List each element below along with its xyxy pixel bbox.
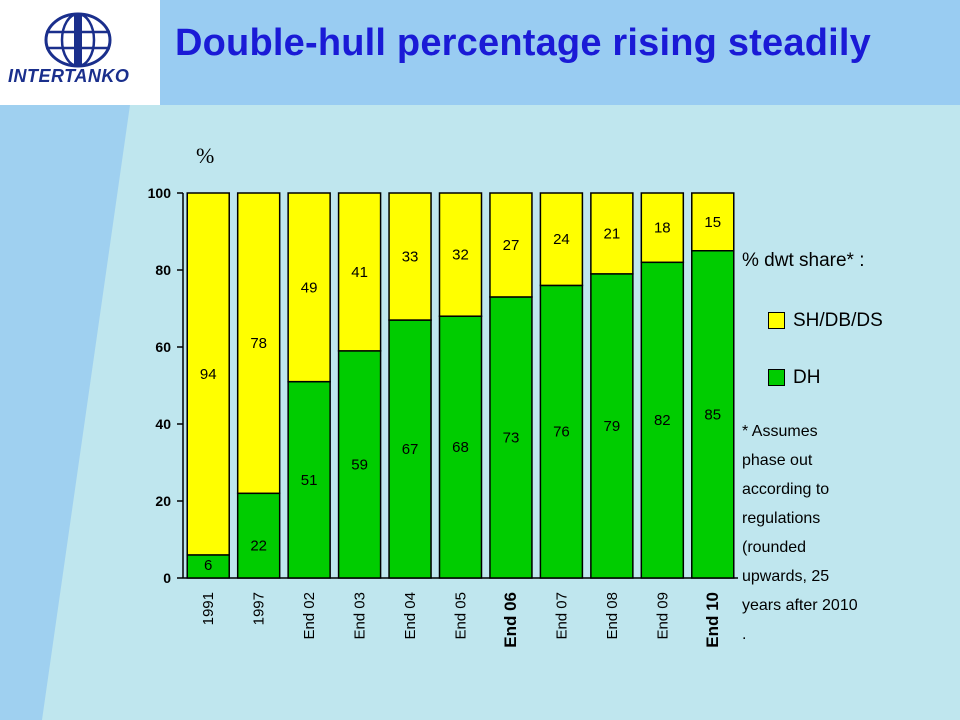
bar-dh <box>691 250 735 579</box>
data-label-sh: 27 <box>503 237 520 254</box>
data-label-sh: 32 <box>452 247 469 264</box>
footnote-line: (rounded <box>742 539 807 556</box>
bar-dh <box>388 319 432 579</box>
footnote-line: * Assumes <box>742 423 818 440</box>
bar-sh <box>186 192 230 556</box>
bar-dh <box>287 380 331 579</box>
bar-sh <box>489 192 533 298</box>
bar-sh <box>438 192 483 317</box>
bar-sh <box>337 192 382 352</box>
data-label-sh: 15 <box>704 214 721 231</box>
bar-dh <box>438 315 483 579</box>
data-label-dh: 51 <box>301 472 318 489</box>
footnote-line: according to <box>742 481 830 498</box>
y-tick-label: 0 <box>163 570 171 586</box>
x-tick-label: End 09 <box>654 592 671 640</box>
data-label-sh: 24 <box>553 231 570 248</box>
x-tick-label: End 10 <box>703 592 722 648</box>
bar-dh <box>539 284 584 579</box>
globe-icon <box>44 12 112 68</box>
page-title: Double-hull percentage rising steadily <box>175 22 871 64</box>
x-tick-label: End 02 <box>301 592 318 640</box>
legend-swatch-sh <box>768 312 785 330</box>
footnote: * Assumes phase out according to regulat… <box>742 417 942 649</box>
y-tick-label: 80 <box>155 262 171 278</box>
data-label-dh: 6 <box>204 557 212 574</box>
data-label-dh: 85 <box>704 406 721 423</box>
left-stripe <box>0 105 42 720</box>
bar-dh <box>489 296 533 579</box>
bar-dh <box>337 350 382 579</box>
y-tick-label: 40 <box>155 416 171 432</box>
data-label-dh: 76 <box>553 424 570 441</box>
data-label-dh: 82 <box>654 412 671 429</box>
x-tick-label: End 07 <box>553 592 570 640</box>
data-label-sh: 18 <box>654 220 671 237</box>
bar-sh <box>287 192 331 383</box>
data-label-sh: 94 <box>200 366 217 383</box>
footnote-line: regulations <box>742 510 821 527</box>
x-tick-label: End 08 <box>604 592 621 640</box>
bar-sh <box>236 192 281 495</box>
data-label-dh: 68 <box>452 439 469 456</box>
y-tick-label: 20 <box>155 493 171 509</box>
data-label-dh: 22 <box>250 538 267 555</box>
data-label-sh: 33 <box>402 249 419 266</box>
footnote-line: . <box>742 626 747 643</box>
logo-text: INTERTANKO <box>8 66 130 86</box>
x-tick-label: 1997 <box>251 592 268 625</box>
header-band <box>0 0 960 105</box>
logo: INTERTANKO <box>0 0 160 105</box>
footnote-line: years after 2010 <box>742 597 858 614</box>
legend-label-dh: DH <box>793 367 821 388</box>
data-label-sh: 21 <box>604 225 621 242</box>
bar-sh <box>388 192 432 321</box>
x-tick-label: 1991 <box>200 592 217 625</box>
data-label-sh: 78 <box>250 335 267 352</box>
legend-item-dh: DH <box>768 367 820 389</box>
footnote-line: phase out <box>742 452 813 469</box>
data-label-sh: 41 <box>351 264 368 281</box>
bar-sh <box>590 192 634 275</box>
data-label-dh: 73 <box>503 429 520 446</box>
x-tick-label: End 05 <box>453 592 470 640</box>
x-tick-label: End 03 <box>352 592 369 640</box>
bar-sh <box>691 192 735 252</box>
y-tick-label: 100 <box>148 185 172 201</box>
legend-title: % dwt share* : <box>742 250 865 271</box>
legend-item-sh: SH/DB/DS <box>768 310 883 332</box>
data-label-dh: 59 <box>351 456 368 473</box>
bar-dh <box>236 492 281 579</box>
x-tick-label: End 04 <box>402 592 419 640</box>
bar-dh <box>590 273 634 579</box>
footnote-line: upwards, 25 <box>742 568 830 585</box>
data-label-sh: 49 <box>301 279 318 296</box>
bar-sh <box>640 192 685 264</box>
y-tick-label: 60 <box>155 339 171 355</box>
y-axis-label: % <box>196 143 214 168</box>
legend-label-sh: SH/DB/DS <box>793 310 883 331</box>
bar-sh <box>539 192 584 287</box>
data-label-dh: 79 <box>604 418 621 435</box>
bar-dh <box>640 261 685 579</box>
data-label-dh: 67 <box>402 441 419 458</box>
legend-swatch-dh <box>768 369 785 387</box>
x-tick-label: End 06 <box>501 592 520 648</box>
